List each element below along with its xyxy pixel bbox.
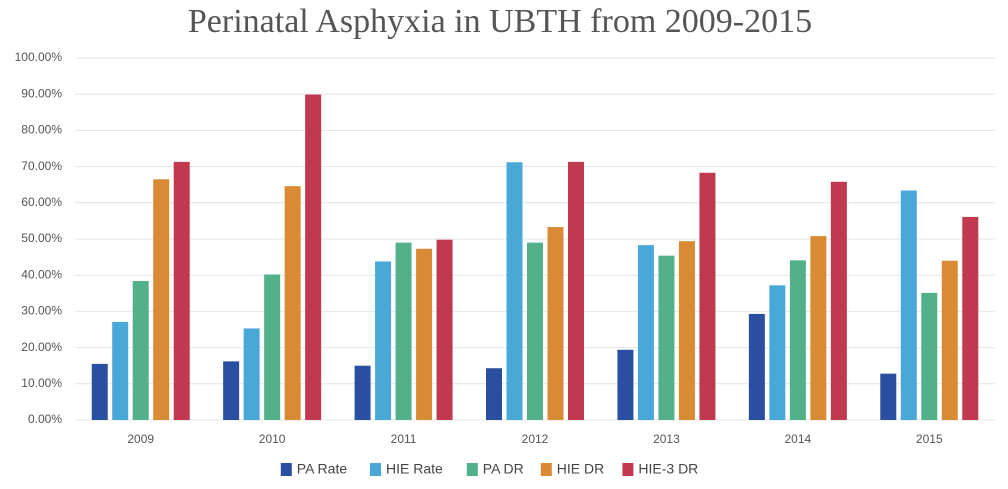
bar bbox=[789, 260, 806, 420]
legend-swatch bbox=[280, 463, 292, 476]
bar bbox=[678, 241, 695, 420]
legend-label: HIE Rate bbox=[386, 461, 443, 477]
bar bbox=[416, 248, 433, 420]
legend-label: PA Rate bbox=[297, 461, 348, 477]
y-tick-label: 80.00% bbox=[21, 123, 62, 137]
bar bbox=[830, 181, 847, 420]
bar bbox=[810, 236, 827, 420]
chart-title: Perinatal Asphyxia in UBTH from 2009-201… bbox=[188, 3, 812, 40]
bar bbox=[223, 361, 240, 420]
bar bbox=[658, 255, 675, 420]
x-tick-label: 2011 bbox=[391, 432, 417, 446]
x-tick-label: 2012 bbox=[522, 432, 549, 446]
legend-swatch bbox=[622, 463, 634, 476]
bar bbox=[173, 161, 190, 421]
legend-swatch bbox=[370, 463, 381, 476]
bar bbox=[748, 313, 765, 420]
y-tick-label: 30.00% bbox=[21, 304, 62, 318]
legend-label: PA DR bbox=[483, 461, 524, 477]
bar bbox=[527, 242, 543, 420]
legend-label: HIE DR bbox=[557, 461, 604, 477]
bar bbox=[91, 363, 108, 420]
bar bbox=[962, 216, 979, 420]
bar bbox=[568, 161, 584, 421]
y-tick-label: 0.00% bbox=[28, 412, 62, 426]
bar bbox=[305, 94, 322, 420]
y-tick-label: 90.00% bbox=[21, 86, 62, 100]
y-tick-label: 40.00% bbox=[21, 267, 62, 281]
y-tick-label: 50.00% bbox=[21, 231, 62, 245]
bar bbox=[395, 242, 412, 420]
bar bbox=[375, 261, 392, 420]
x-tick-label: 2015 bbox=[916, 432, 943, 446]
bar bbox=[112, 321, 129, 420]
bar bbox=[354, 365, 371, 420]
bar bbox=[547, 227, 564, 420]
legend-label: HIE-3 DR bbox=[638, 461, 698, 477]
bar bbox=[243, 328, 260, 420]
y-tick-label: 60.00% bbox=[21, 195, 62, 209]
bar bbox=[769, 285, 786, 420]
x-tick-label: 2009 bbox=[127, 432, 154, 446]
x-tick-label: 2010 bbox=[259, 432, 286, 446]
legend-swatch bbox=[540, 463, 552, 476]
bar bbox=[153, 179, 170, 420]
bar bbox=[617, 349, 634, 420]
x-tick-label: 2014 bbox=[785, 432, 812, 446]
bar bbox=[637, 245, 654, 420]
y-tick-label: 70.00% bbox=[21, 159, 62, 173]
bar bbox=[486, 368, 502, 420]
bar bbox=[436, 239, 453, 420]
bar bbox=[506, 162, 523, 421]
bar bbox=[132, 280, 149, 420]
bar bbox=[264, 274, 281, 420]
legend-swatch bbox=[466, 463, 478, 476]
y-tick-label: 20.00% bbox=[21, 340, 62, 354]
bar bbox=[900, 190, 917, 420]
bar bbox=[699, 172, 716, 420]
x-tick-label: 2013 bbox=[653, 432, 680, 446]
bar bbox=[284, 186, 301, 420]
legend: PA Rate HIE Rate PA DR HIE DR HIE-3 DR bbox=[280, 461, 698, 477]
y-tick-label: 10.00% bbox=[21, 376, 62, 390]
bar bbox=[941, 260, 958, 420]
bar bbox=[921, 292, 938, 420]
bar bbox=[880, 373, 897, 420]
y-tick-label: 100.00% bbox=[15, 50, 63, 64]
